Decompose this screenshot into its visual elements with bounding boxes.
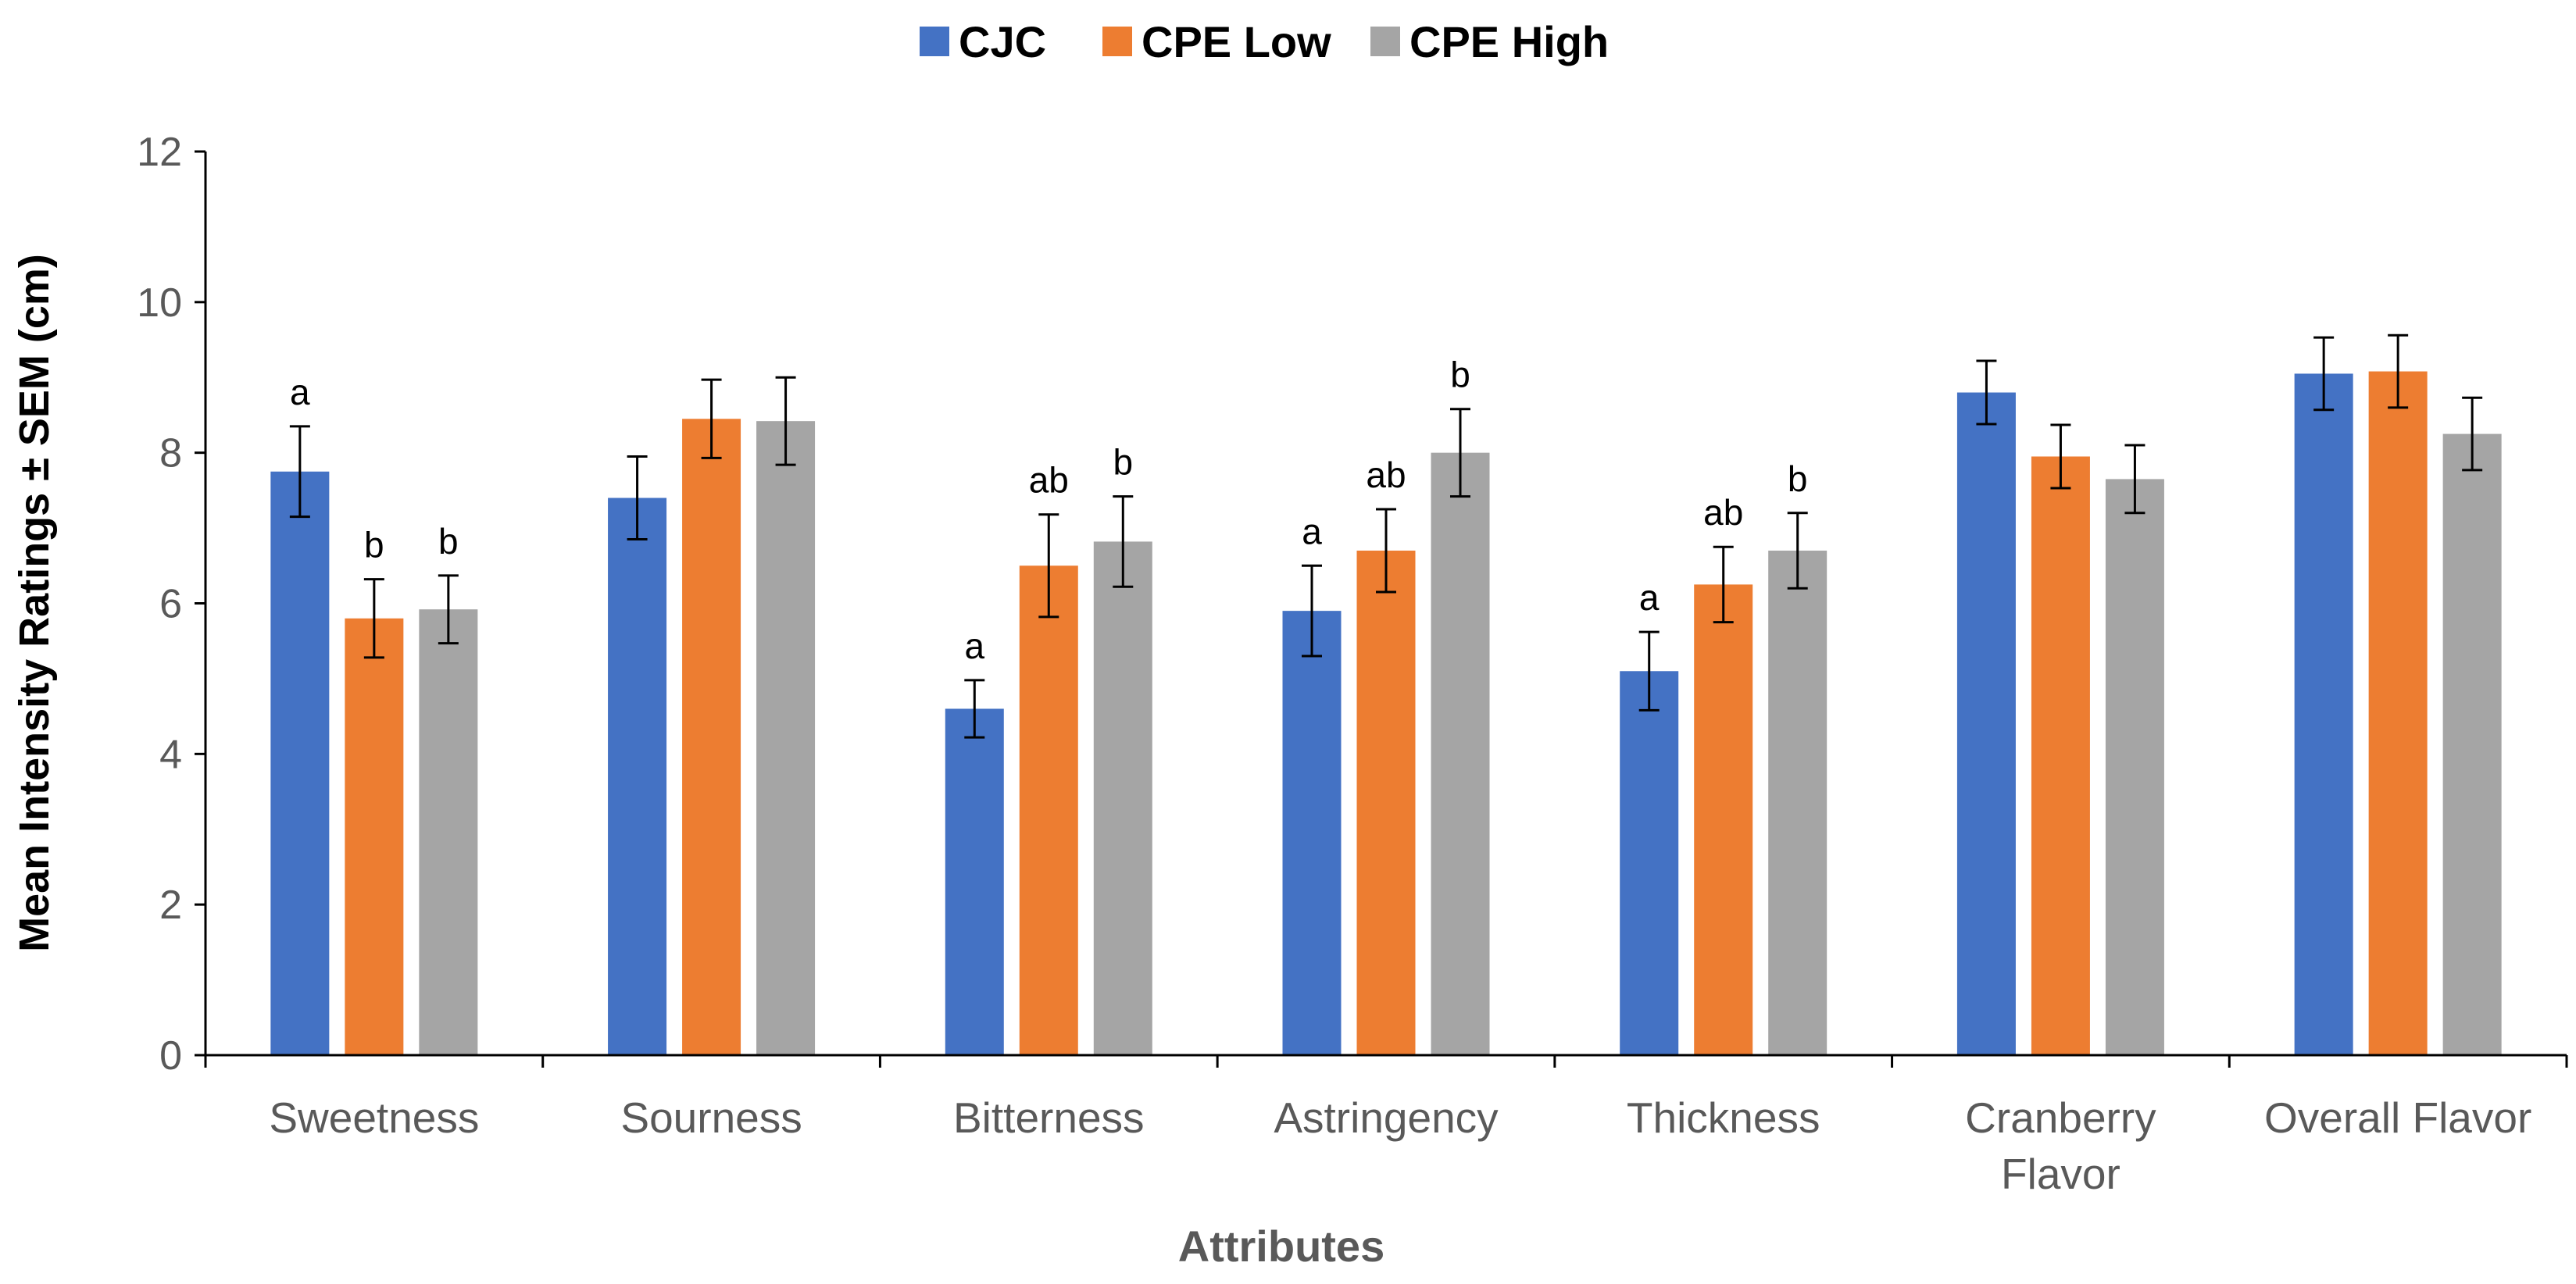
significance-label: b [438, 521, 459, 562]
y-tick-label: 10 [137, 280, 182, 326]
legend-label: CJC [959, 17, 1046, 66]
y-tick-label: 4 [159, 732, 182, 777]
significance-label: b [1450, 355, 1470, 395]
bar [1620, 671, 1679, 1055]
x-tick-label: Thickness [1627, 1093, 1820, 1142]
bar [1282, 611, 1342, 1055]
bar [2294, 373, 2353, 1055]
legend: CJC CPE Low CPE High [920, 17, 1609, 66]
x-axis: Sweetness Sourness Bitterness Astringency Th… [204, 1054, 2568, 1198]
bar [1093, 541, 1152, 1055]
bar [1768, 551, 1827, 1055]
x-axis-title: Attributes [1178, 1222, 1384, 1271]
bar [2442, 433, 2502, 1055]
legend-swatch [1370, 27, 1400, 56]
significance-label: ab [1703, 492, 1743, 533]
bar [419, 609, 478, 1055]
x-tick-label: Sourness [620, 1093, 802, 1142]
bar [1694, 584, 1753, 1055]
x-tick-label: Bitterness [953, 1093, 1145, 1142]
bar [2105, 479, 2164, 1055]
bar [682, 419, 741, 1055]
y-tick-label: 2 [159, 883, 182, 928]
y-tick-label: 12 [137, 130, 182, 175]
bar [2031, 456, 2090, 1055]
x-tick-label: Sweetness [269, 1093, 479, 1142]
significance-label: a [1639, 577, 1660, 618]
bar [1019, 565, 1078, 1055]
y-axis: 0 2 4 6 8 10 12 [137, 130, 207, 1079]
legend-label: CPE High [1409, 17, 1609, 66]
bar [608, 498, 667, 1055]
x-tick-label: Cranberry Flavor [1965, 1093, 2156, 1198]
significance-label: b [1113, 442, 1133, 483]
legend-label: CPE Low [1142, 17, 1331, 66]
significance-label: b [1788, 458, 1808, 499]
legend-swatch [1102, 27, 1132, 56]
bar [1956, 392, 2016, 1055]
significance-label: ab [1029, 460, 1069, 501]
bar [1356, 551, 1416, 1055]
bar [345, 618, 404, 1055]
y-tick-label: 8 [159, 431, 182, 476]
significance-label: a [290, 372, 310, 412]
bar [2368, 371, 2428, 1056]
y-tick-label: 6 [159, 582, 182, 627]
bar [1431, 452, 1490, 1055]
x-tick-label: Overall Flavor [2264, 1093, 2531, 1142]
significance-label: a [1302, 511, 1322, 551]
x-tick-label: Astringency [1274, 1093, 1499, 1142]
bar [945, 708, 1004, 1055]
y-tick-label: 0 [159, 1033, 182, 1079]
significance-label: b [364, 525, 384, 565]
legend-swatch [920, 27, 949, 56]
bar [756, 421, 816, 1055]
bar [270, 471, 330, 1055]
significance-label: ab [1366, 455, 1406, 495]
y-axis-title: Mean Intensity Ratings ± SEM (cm) [11, 254, 58, 952]
significance-label: a [964, 626, 984, 666]
